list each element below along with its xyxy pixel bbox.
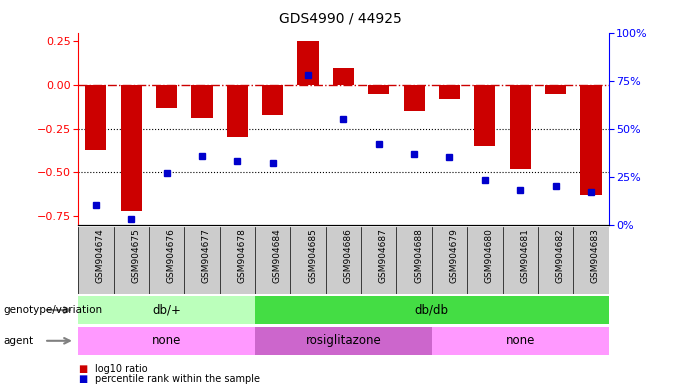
Text: GSM904677: GSM904677	[202, 228, 211, 283]
Bar	[333, 68, 354, 85]
Text: GSM904674: GSM904674	[96, 228, 105, 283]
Text: GSM904676: GSM904676	[167, 228, 175, 283]
Bar	[85, 85, 107, 150]
Bar	[262, 85, 284, 115]
Text: agent: agent	[3, 336, 33, 346]
Bar	[538, 227, 573, 294]
Text: GSM904685: GSM904685	[308, 228, 317, 283]
Text: GSM904675: GSM904675	[131, 228, 140, 283]
Bar	[545, 85, 566, 94]
Text: GSM904683: GSM904683	[591, 228, 600, 283]
Bar	[114, 227, 149, 294]
Text: genotype/variation: genotype/variation	[3, 305, 103, 315]
Bar	[290, 227, 326, 294]
Bar	[184, 227, 220, 294]
Bar	[396, 227, 432, 294]
Text: log10 ratio: log10 ratio	[95, 364, 148, 374]
Bar	[156, 85, 177, 108]
Bar	[191, 85, 213, 118]
Text: GSM904680: GSM904680	[485, 228, 494, 283]
Text: ■: ■	[78, 364, 88, 374]
Text: db/db: db/db	[415, 304, 449, 316]
Bar	[297, 41, 319, 85]
Bar	[255, 327, 432, 355]
Bar	[509, 85, 531, 169]
Bar	[439, 85, 460, 99]
Bar	[467, 227, 503, 294]
Bar	[361, 227, 396, 294]
Bar	[326, 227, 361, 294]
Text: percentile rank within the sample: percentile rank within the sample	[95, 374, 260, 384]
Bar	[368, 85, 390, 94]
Bar	[78, 327, 255, 355]
Bar	[474, 85, 496, 146]
Text: GSM904682: GSM904682	[556, 228, 564, 283]
Text: rosiglitazone: rosiglitazone	[305, 334, 381, 347]
Bar	[403, 85, 425, 111]
Bar	[226, 85, 248, 137]
Text: ■: ■	[78, 374, 88, 384]
Text: GSM904678: GSM904678	[237, 228, 246, 283]
Bar	[503, 227, 538, 294]
Bar	[78, 227, 114, 294]
Bar	[78, 296, 255, 324]
Bar	[255, 227, 290, 294]
Bar	[573, 227, 609, 294]
Bar	[149, 227, 184, 294]
Bar	[432, 227, 467, 294]
Text: GSM904684: GSM904684	[273, 228, 282, 283]
Text: GSM904679: GSM904679	[449, 228, 458, 283]
Bar	[120, 85, 142, 211]
Text: none: none	[505, 334, 535, 347]
Bar	[255, 296, 609, 324]
Bar	[220, 227, 255, 294]
Text: GSM904686: GSM904686	[343, 228, 352, 283]
Text: GDS4990 / 44925: GDS4990 / 44925	[279, 12, 401, 25]
Text: GSM904681: GSM904681	[520, 228, 529, 283]
Text: none: none	[152, 334, 182, 347]
Bar	[432, 327, 609, 355]
Text: db/+: db/+	[152, 304, 181, 316]
Bar	[580, 85, 602, 195]
Text: GSM904688: GSM904688	[414, 228, 423, 283]
Text: GSM904687: GSM904687	[379, 228, 388, 283]
